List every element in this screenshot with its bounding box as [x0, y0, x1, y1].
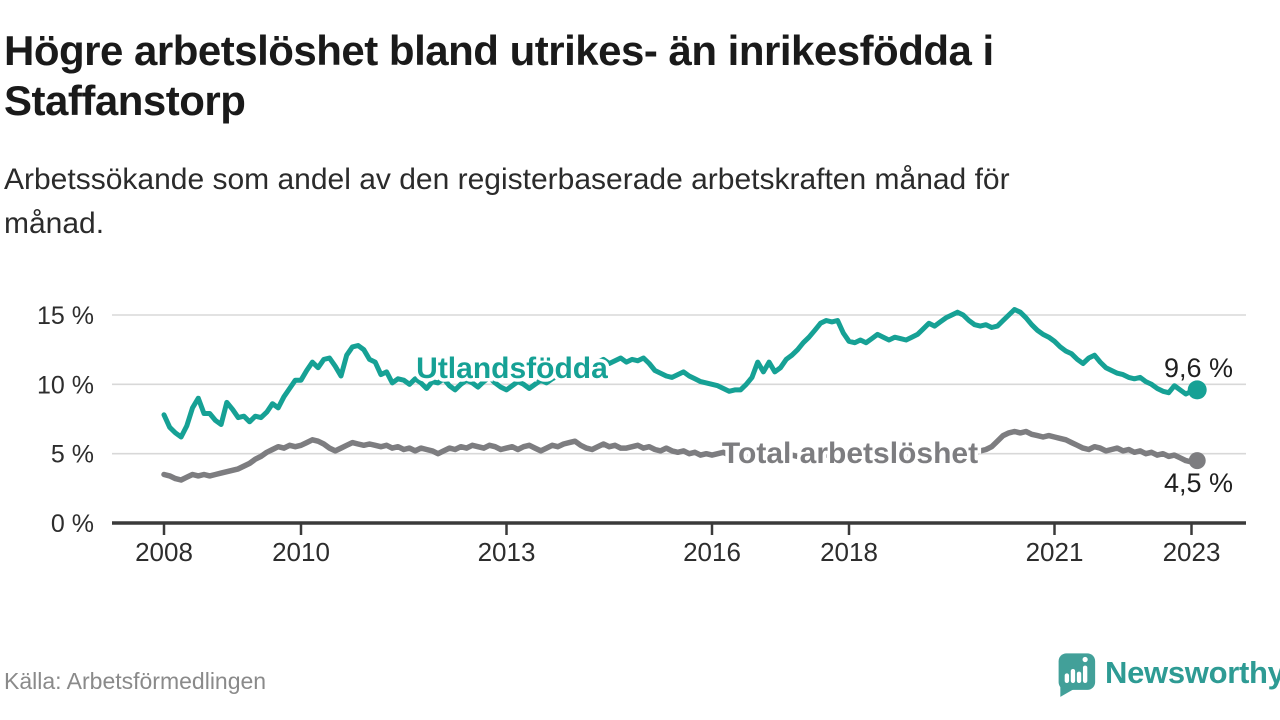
x-tick-label: 2013 [478, 537, 536, 567]
y-axis-labels: 0 % 5 % 10 % 15 % [37, 302, 94, 538]
x-tick-label: 2023 [1163, 537, 1221, 567]
source-note: Källa: Arbetsförmedlingen [4, 668, 267, 694]
page-title: Högre arbetslöshet bland utrikes- än inr… [4, 27, 994, 125]
y-tick-label: 5 % [51, 441, 94, 469]
y-tick-label: 15 % [37, 302, 94, 330]
series-line-utlandsfodda [161, 307, 1200, 440]
x-tick-marks [162, 524, 1193, 535]
x-tick-label: 2021 [1026, 537, 1084, 567]
end-dot-total-arbetsloshet [1188, 452, 1206, 470]
newsworthy-logo: Newsworthy [1056, 650, 1280, 702]
x-tick-label: 2010 [272, 537, 330, 567]
end-value-total-arbetsloshet: 4,5 % [1164, 468, 1233, 498]
x-tick-label: 2018 [820, 537, 878, 567]
gridlines [112, 314, 1246, 455]
x-tick-label: 2016 [683, 537, 741, 567]
chart-subtitle: Arbetssökande som andel av den registerb… [4, 163, 1010, 241]
x-tick-label: 2008 [135, 537, 193, 567]
y-tick-label: 0 % [51, 510, 94, 538]
series-label-total-arbetsloshet: Total arbetslöshet [722, 437, 978, 470]
series-label-utlandsfodda: Utlandsfödda [416, 352, 608, 385]
newsworthy-speech-bubble-chart-icon [1058, 653, 1096, 697]
end-dot-utlandsfodda [1187, 380, 1207, 400]
brand-name: Newsworthy [1105, 654, 1280, 690]
series-line-total-arbetsloshet [161, 428, 1200, 483]
end-value-utlandsfodda: 9,6 % [1164, 353, 1233, 383]
x-axis-labels: 2008 2010 2013 2016 2018 2021 2023 [135, 537, 1220, 567]
y-tick-label: 10 % [37, 371, 94, 399]
